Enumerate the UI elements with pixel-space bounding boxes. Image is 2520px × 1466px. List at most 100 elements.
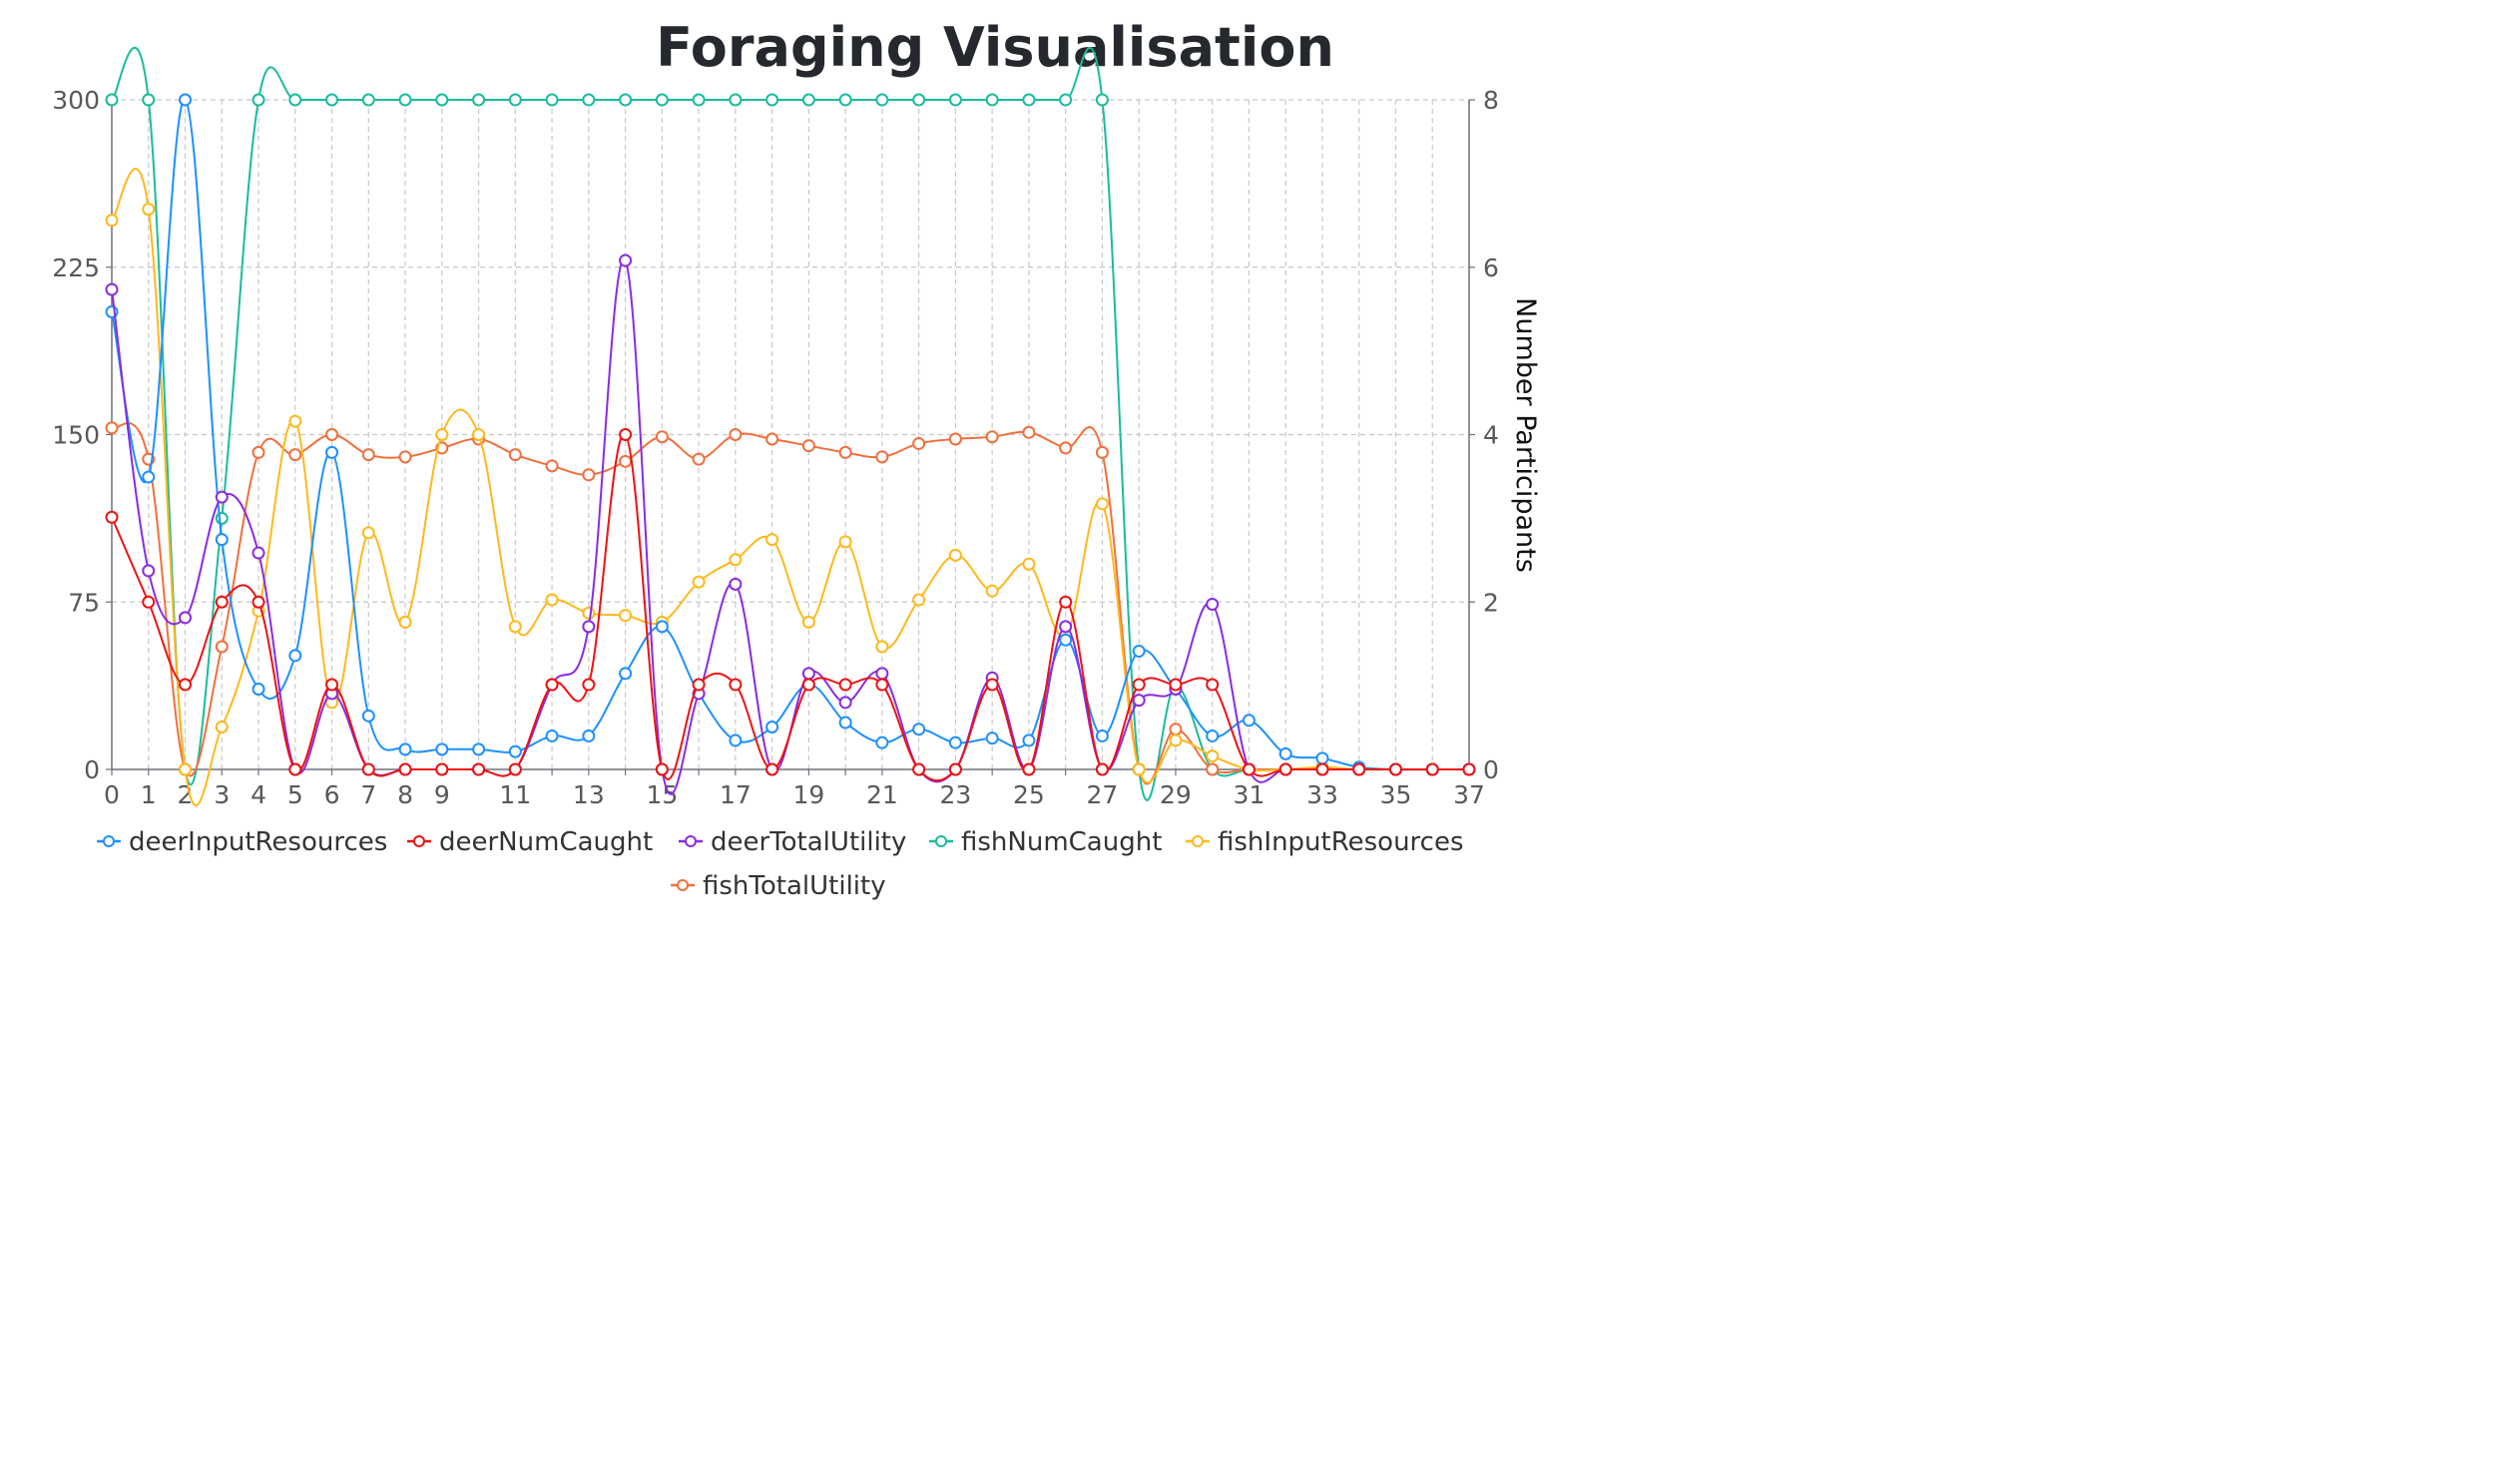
data-point-fishNumCaught: [435, 93, 449, 107]
data-point-deerNumCaught: [1315, 762, 1329, 776]
data-point-fishNumCaught: [582, 93, 596, 107]
data-point-fishNumCaught: [215, 511, 229, 525]
y-left-tick-label: 150: [52, 421, 100, 450]
data-point-deerNumCaught: [765, 762, 779, 776]
data-point-deerInputResources: [325, 445, 339, 459]
x-tick-label: 15: [646, 780, 678, 809]
legend-marker-deerInputResources: [103, 835, 115, 847]
y-right-tick-label: 0: [1483, 755, 1499, 784]
legend-label-deerInputResources: deerInputResources: [129, 827, 387, 857]
data-point-fishTotalUtility: [582, 468, 596, 482]
data-point-deerInputResources: [1242, 714, 1256, 728]
data-point-fishInputResources: [435, 428, 449, 441]
data-point-deerInputResources: [875, 735, 889, 749]
data-point-fishInputResources: [1095, 497, 1109, 511]
x-tick-label: 21: [866, 780, 898, 809]
data-point-fishInputResources: [288, 414, 302, 428]
x-tick-label: 1: [141, 780, 157, 809]
data-point-deerInputResources: [948, 735, 962, 749]
data-point-fishTotalUtility: [692, 452, 706, 466]
x-tick-label: 33: [1306, 780, 1338, 809]
data-point-deerNumCaught: [1169, 678, 1183, 692]
y-left-tick-label: 300: [52, 86, 100, 115]
data-point-fishTotalUtility: [1206, 762, 1220, 776]
data-point-fishTotalUtility: [655, 430, 669, 444]
data-point-fishNumCaught: [838, 93, 852, 107]
data-point-fishTotalUtility: [105, 421, 119, 435]
data-point-deerInputResources: [1278, 746, 1292, 760]
data-point-deerNumCaught: [1132, 678, 1146, 692]
data-point-fishNumCaught: [801, 93, 815, 107]
data-point-fishInputResources: [692, 575, 706, 589]
data-point-fishTotalUtility: [325, 428, 339, 441]
data-point-fishTotalUtility: [252, 445, 265, 459]
data-point-fishInputResources: [729, 553, 743, 567]
legend-marker-fishNumCaught: [935, 835, 947, 847]
data-point-deerNumCaught: [912, 762, 926, 776]
data-point-deerInputResources: [765, 721, 779, 734]
data-point-deerNumCaught: [655, 762, 669, 776]
legend-marker-deerNumCaught: [413, 835, 425, 847]
data-point-fishInputResources: [508, 620, 522, 634]
data-point-deerNumCaught: [252, 595, 265, 609]
data-point-deerInputResources: [361, 709, 375, 723]
data-point-fishInputResources: [1206, 749, 1220, 763]
data-point-fishTotalUtility: [1169, 723, 1183, 736]
data-point-fishTotalUtility: [801, 439, 815, 453]
data-point-deerInputResources: [435, 742, 449, 756]
y-right-tick-label: 2: [1483, 588, 1499, 617]
data-point-fishTotalUtility: [729, 428, 743, 441]
data-point-fishNumCaught: [361, 93, 375, 107]
legend-item-deerNumCaught[interactable]: deerNumCaught: [407, 827, 653, 857]
data-point-deerNumCaught: [1059, 595, 1073, 609]
data-point-deerInputResources: [1059, 633, 1073, 647]
data-point-fishNumCaught: [142, 93, 156, 107]
data-point-fishTotalUtility: [875, 450, 889, 464]
data-point-fishInputResources: [765, 533, 779, 547]
data-point-fishTotalUtility: [619, 454, 633, 468]
data-point-fishInputResources: [142, 203, 156, 217]
x-tick-label: 17: [720, 780, 752, 809]
data-point-fishNumCaught: [288, 93, 302, 107]
x-tick-label: 0: [104, 780, 120, 809]
x-tick-label: 3: [214, 780, 230, 809]
data-point-deerTotalUtility: [215, 490, 229, 504]
data-point-deerTotalUtility: [105, 282, 119, 296]
data-point-fishNumCaught: [985, 93, 999, 107]
data-point-deerNumCaught: [508, 762, 522, 776]
data-point-fishTotalUtility: [398, 450, 412, 464]
data-point-deerInputResources: [582, 729, 596, 742]
right-axis-label: Number Participants: [1510, 297, 1541, 573]
x-tick-label: 27: [1087, 780, 1119, 809]
data-point-fishNumCaught: [765, 93, 779, 107]
legend-item-fishTotalUtility[interactable]: fishTotalUtility: [671, 871, 886, 901]
legend-item-fishNumCaught[interactable]: fishNumCaught: [929, 827, 1162, 857]
data-point-deerInputResources: [729, 733, 743, 747]
data-point-deerNumCaught: [215, 595, 229, 609]
data-point-deerNumCaught: [948, 762, 962, 776]
data-point-deerNumCaught: [838, 678, 852, 692]
data-point-fishInputResources: [985, 584, 999, 598]
data-point-deerInputResources: [619, 667, 633, 681]
data-point-deerInputResources: [1132, 644, 1146, 658]
data-point-fishTotalUtility: [288, 448, 302, 462]
legend[interactable]: deerInputResources deerNumCaught deerTotal…: [97, 827, 1464, 901]
legend-item-fishInputResources[interactable]: fishInputResources: [1186, 827, 1464, 857]
data-point-fishNumCaught: [545, 93, 559, 107]
chart-title: Foraging Visualisation: [656, 16, 1334, 79]
chart-container: Foraging Visualisation 0 1 2 3 4 5 6 7 8 9 11 13 15 1…: [0, 0, 1566, 910]
data-point-fishInputResources: [215, 721, 229, 734]
y-left-tick-label: 75: [68, 588, 100, 617]
data-point-deerInputResources: [1095, 729, 1109, 742]
data-point-deerTotalUtility: [619, 253, 633, 267]
data-point-deerNumCaught: [692, 678, 706, 692]
data-point-deerNumCaught: [875, 678, 889, 692]
x-tick-label: 4: [251, 780, 266, 809]
legend-item-deerTotalUtility[interactable]: deerTotalUtility: [679, 827, 906, 857]
data-point-fishInputResources: [398, 615, 412, 629]
legend-item-deerInputResources[interactable]: deerInputResources: [97, 827, 387, 857]
data-point-deerNumCaught: [142, 595, 156, 609]
data-point-fishInputResources: [582, 606, 596, 620]
series-deerNumCaught: [105, 428, 1476, 782]
data-point-deerTotalUtility: [801, 667, 815, 681]
